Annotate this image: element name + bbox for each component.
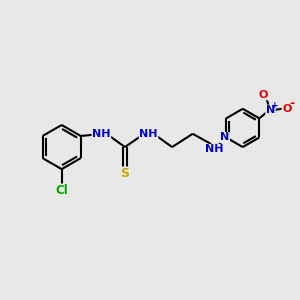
Text: -: - (290, 97, 295, 110)
Text: O: O (259, 90, 268, 100)
Text: S: S (121, 167, 130, 180)
Text: NH: NH (205, 144, 223, 154)
Text: NH: NH (92, 129, 111, 139)
Text: N: N (266, 105, 275, 115)
Text: Cl: Cl (55, 184, 68, 197)
Text: NH: NH (139, 129, 158, 139)
Text: +: + (271, 100, 278, 109)
Text: O: O (282, 103, 291, 114)
Text: N: N (220, 133, 229, 142)
